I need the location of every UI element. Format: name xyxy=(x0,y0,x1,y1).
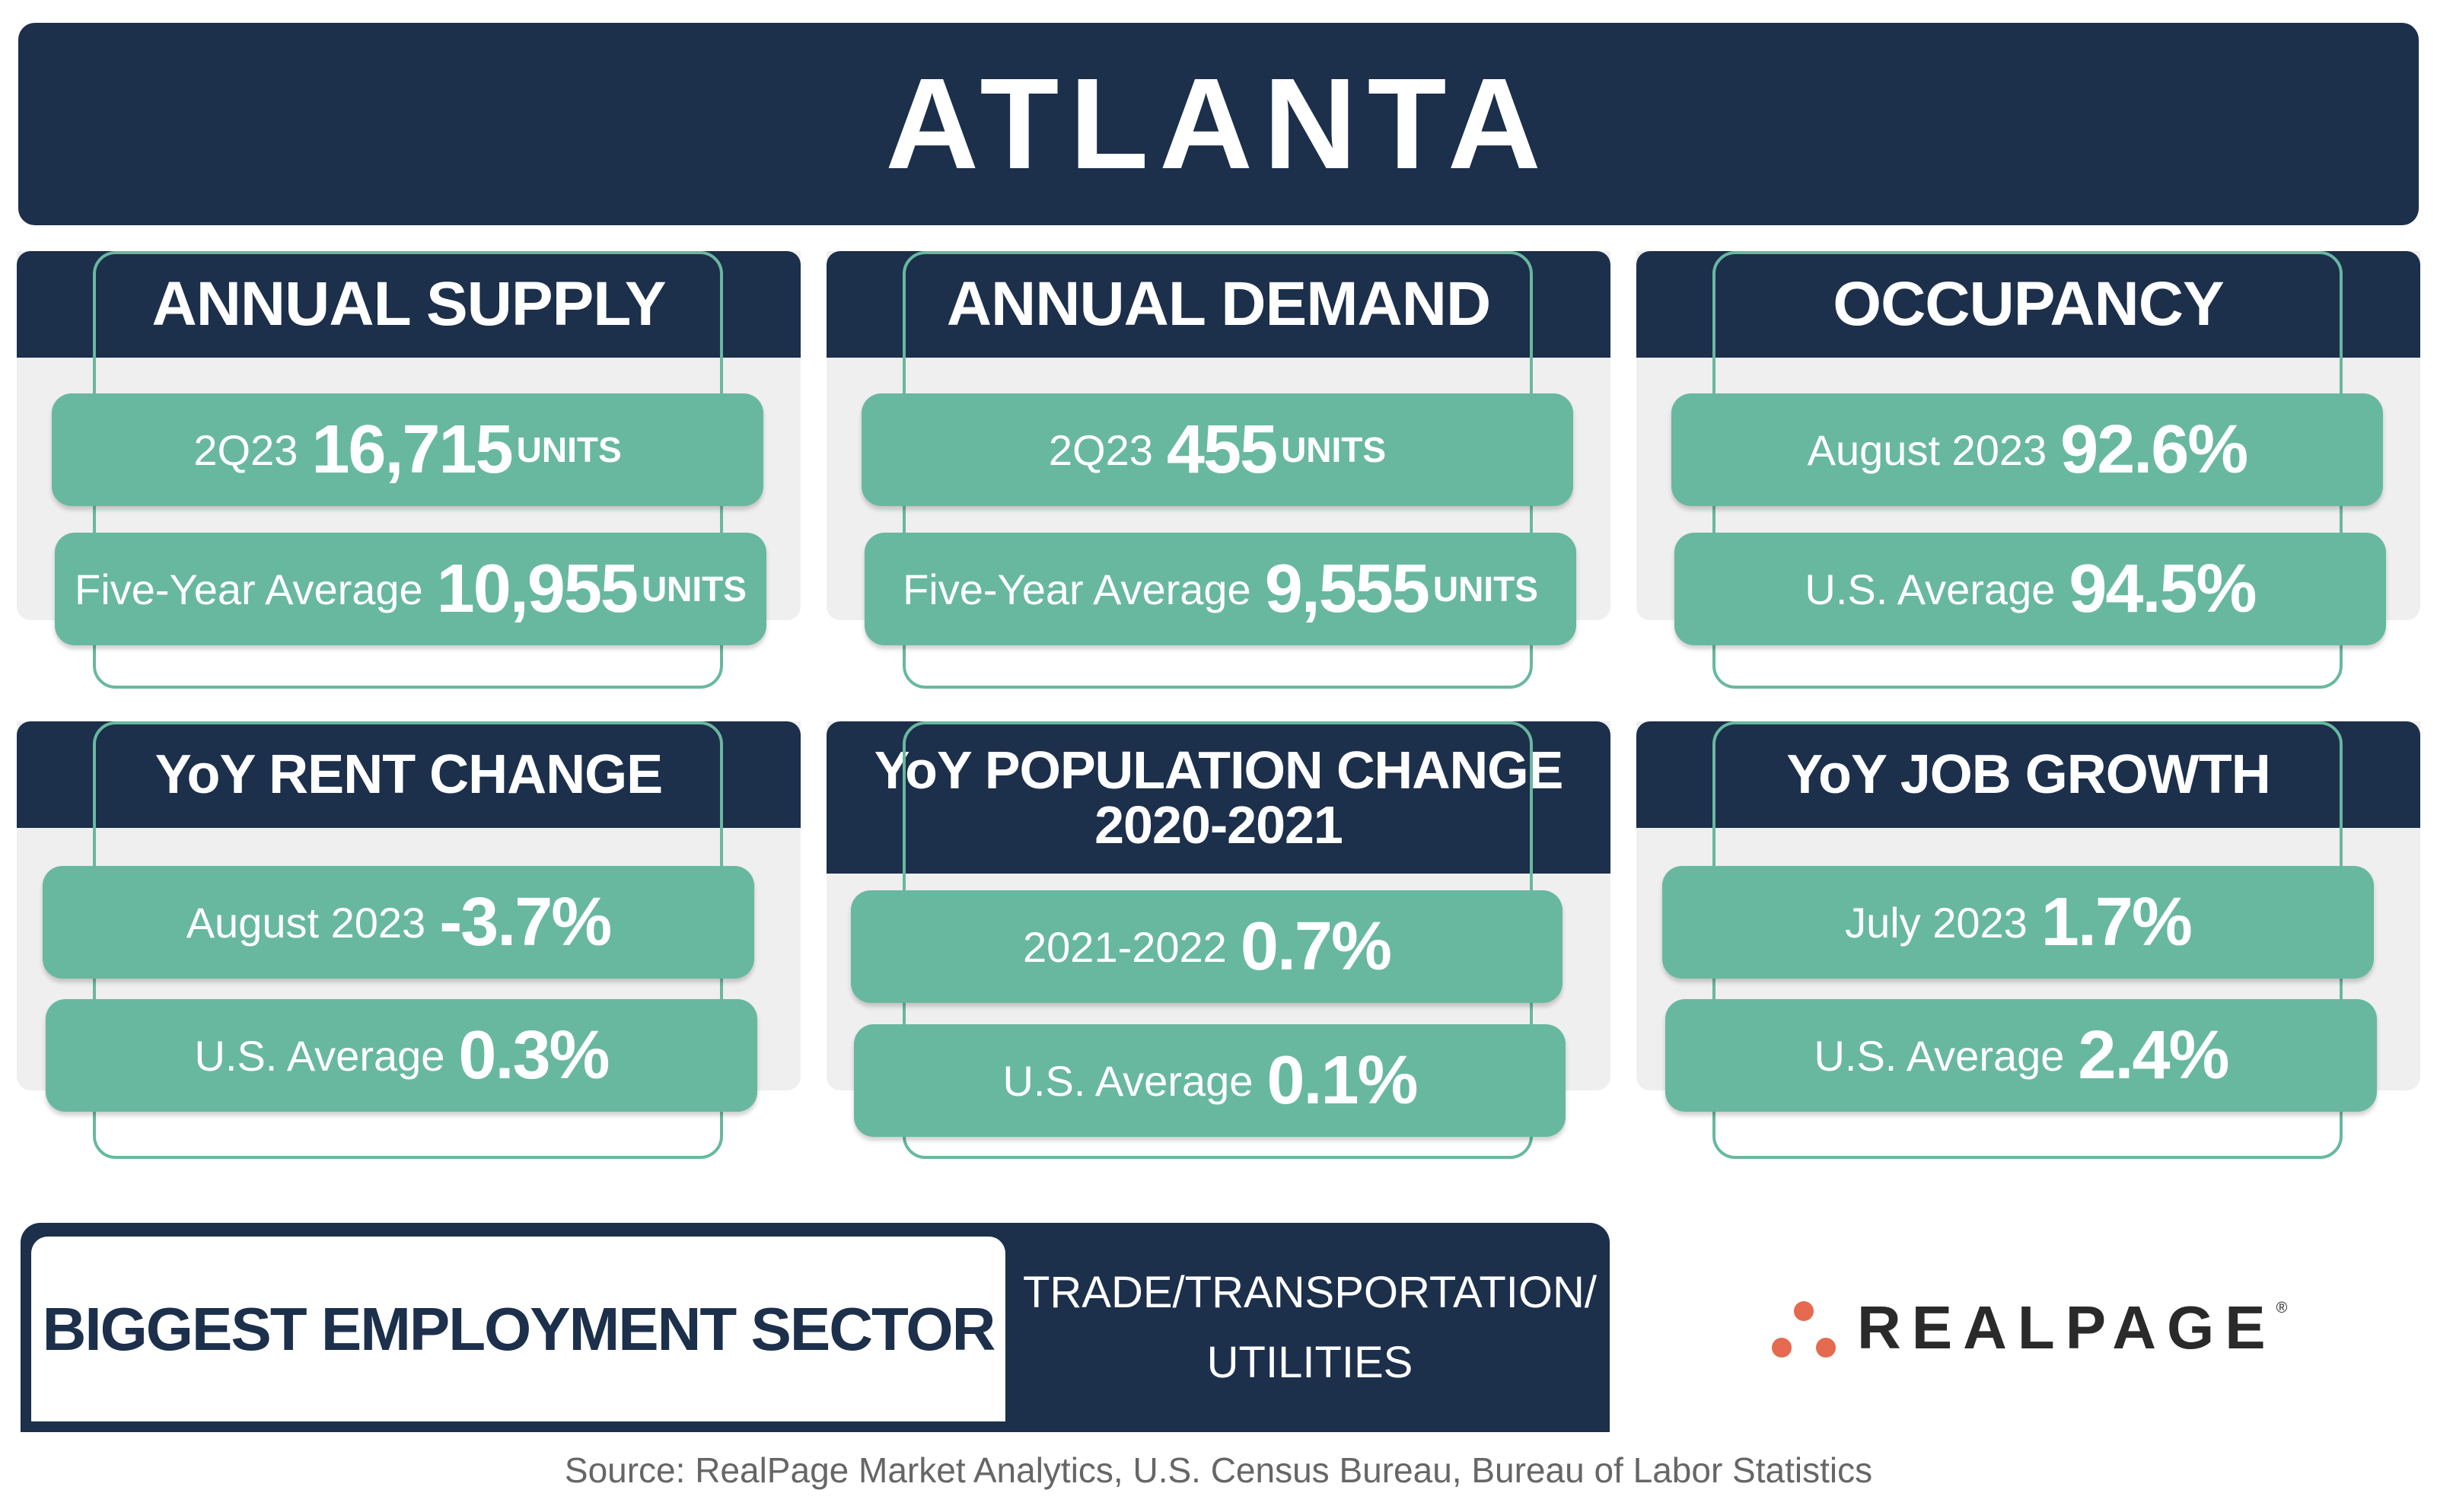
job-growth-panel: YoY JOB GROWTH July 2023 1.7% U.S. Avera… xyxy=(1636,721,2420,1163)
annual-demand-heading: ANNUAL DEMAND xyxy=(946,269,1491,339)
page-title: ATLANTA xyxy=(885,52,1552,196)
job-growth-heading: YoY JOB GROWTH xyxy=(1786,744,2270,805)
rent-change-us-average: U.S. Average 0.3% xyxy=(46,999,757,1112)
rent-change-current: August 2023 -3.7% xyxy=(43,866,754,979)
population-change-panel: YoY POPULATION CHANGE 2020-2021 2021-202… xyxy=(827,721,1610,1163)
logo-dots-icon xyxy=(1766,1294,1842,1362)
occupancy-panel: OCCUPANCY August 2023 92.6% U.S. Average… xyxy=(1636,251,2420,692)
source-note: Source: RealPage Market Analytics, U.S. … xyxy=(564,1450,1873,1490)
employment-sector-value: TRADE/TRANSPORTATION/ UTILITIES xyxy=(1022,1267,1598,1387)
population-change-us-average: U.S. Average 0.1% xyxy=(854,1024,1566,1137)
job-growth-current: July 2023 1.7% xyxy=(1662,866,2374,979)
occupancy-current: August 2023 92.6% xyxy=(1671,393,2383,506)
annual-supply-panel: ANNUAL SUPPLY 2Q23 16,715 UNITS Five-Yea… xyxy=(17,251,801,692)
population-change-heading: YoY POPULATION CHANGE xyxy=(874,740,1564,800)
annual-supply-current: 2Q23 16,715 UNITS xyxy=(52,393,763,506)
logo-registered-mark: ® xyxy=(2276,1300,2288,1316)
annual-demand-average: Five-Year Average 9,555 UNITS xyxy=(865,533,1576,645)
annual-demand-current: 2Q23 455 UNITS xyxy=(862,393,1573,506)
annual-demand-panel: ANNUAL DEMAND 2Q23 455 UNITS Five-Year A… xyxy=(827,251,1610,692)
annual-supply-average: Five-Year Average 10,955 UNITS xyxy=(55,533,766,645)
rent-change-panel: YoY RENT CHANGE August 2023 -3.7% U.S. A… xyxy=(17,721,801,1163)
title-banner: ATLANTA xyxy=(18,23,2419,225)
annual-supply-heading: ANNUAL SUPPLY xyxy=(151,269,666,339)
realpage-logo: REALPAGE ® xyxy=(1766,1286,2287,1370)
logo-wordmark: REALPAGE xyxy=(1857,1294,2276,1361)
population-change-current: 2021-2022 0.7% xyxy=(851,890,1563,1003)
occupancy-heading: OCCUPANCY xyxy=(1833,269,2224,339)
employment-sector-box: BIGGEST EMPLOYMENT SECTOR TRADE/TRANSPOR… xyxy=(21,1223,1610,1432)
population-change-heading-years: 2020-2021 xyxy=(1094,795,1343,855)
employment-sector-label: BIGGEST EMPLOYMENT SECTOR xyxy=(42,1294,996,1363)
job-growth-us-average: U.S. Average 2.4% xyxy=(1665,999,2377,1112)
employment-sector-label-box: BIGGEST EMPLOYMENT SECTOR xyxy=(31,1237,1005,1421)
rent-change-heading: YoY RENT CHANGE xyxy=(155,744,663,805)
occupancy-us-average: U.S. Average 94.5% xyxy=(1674,533,2386,645)
